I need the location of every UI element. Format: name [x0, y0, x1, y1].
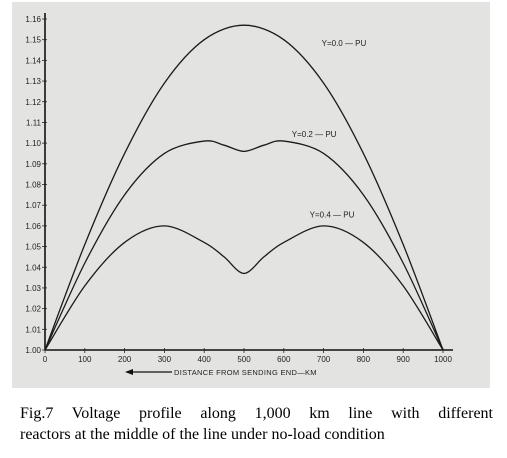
x-tick-label: 400 [198, 355, 212, 364]
x-tick-label: 700 [317, 355, 331, 364]
series-line-2 [44, 140, 444, 351]
x-tick-label: 800 [357, 355, 371, 364]
y-tick-label: 1.03 [25, 284, 41, 293]
y-tick-label: 1.01 [25, 325, 41, 334]
y-tick-label: 1.15 [25, 36, 41, 45]
series-label-1: Y=0.0 — PU [322, 39, 367, 48]
series-line-1 [44, 24, 444, 351]
chart-svg: 1.00 1.01 1.02 1.03 1.04 1.05 1.06 1.07 1.08 1.09… [12, 2, 490, 388]
y-tick-label: 1.02 [25, 305, 41, 314]
y-tick-label: 1.04 [25, 263, 41, 272]
caption-line-1: Fig.7 Voltage profile along 1,000 km lin… [20, 405, 493, 422]
y-tick-label: 1.08 [25, 181, 41, 190]
x-tick-label: 600 [277, 355, 291, 364]
y-tick-label: 1.12 [25, 98, 41, 107]
y-tick-label: 1.11 [26, 118, 42, 127]
x-tick-label: 500 [237, 355, 251, 364]
chart-figure: 1.00 1.01 1.02 1.03 1.04 1.05 1.06 1.07 1.08 1.09… [12, 2, 490, 388]
y-tick-label: 1.06 [25, 222, 41, 231]
scan-background [12, 2, 490, 388]
y-tick-label: 1.10 [25, 139, 41, 148]
x-tick-label: 1000 [434, 355, 452, 364]
y-tick-label: 1.00 [25, 346, 41, 355]
x-label-arrowhead [125, 369, 133, 375]
x-tick-label: 900 [397, 355, 411, 364]
y-tick-label: 1.09 [25, 160, 41, 169]
x-tick-label: 0 [43, 355, 48, 364]
y-tick-label: 1.13 [25, 77, 41, 86]
x-tick-label: 100 [78, 355, 92, 364]
series-label-2: Y=0.2 — PU [292, 130, 337, 139]
y-tick-label: 1.05 [25, 243, 41, 252]
x-tick-label: 200 [118, 355, 132, 364]
y-tick-label: 1.16 [25, 15, 41, 24]
series-line-3 [44, 225, 444, 351]
y-tick-label: 1.14 [25, 56, 41, 65]
y-tick-label: 1.07 [25, 201, 41, 210]
figure-caption: Fig.7 Voltage profile along 1,000 km lin… [20, 403, 498, 445]
x-tick-label: 300 [158, 355, 172, 364]
caption-line-2: reactors at the middle of the line under… [20, 426, 385, 443]
x-axis-label: DISTANCE FROM SENDING END—KM [174, 368, 317, 377]
series-label-3: Y=0.4 — PU [310, 211, 355, 220]
